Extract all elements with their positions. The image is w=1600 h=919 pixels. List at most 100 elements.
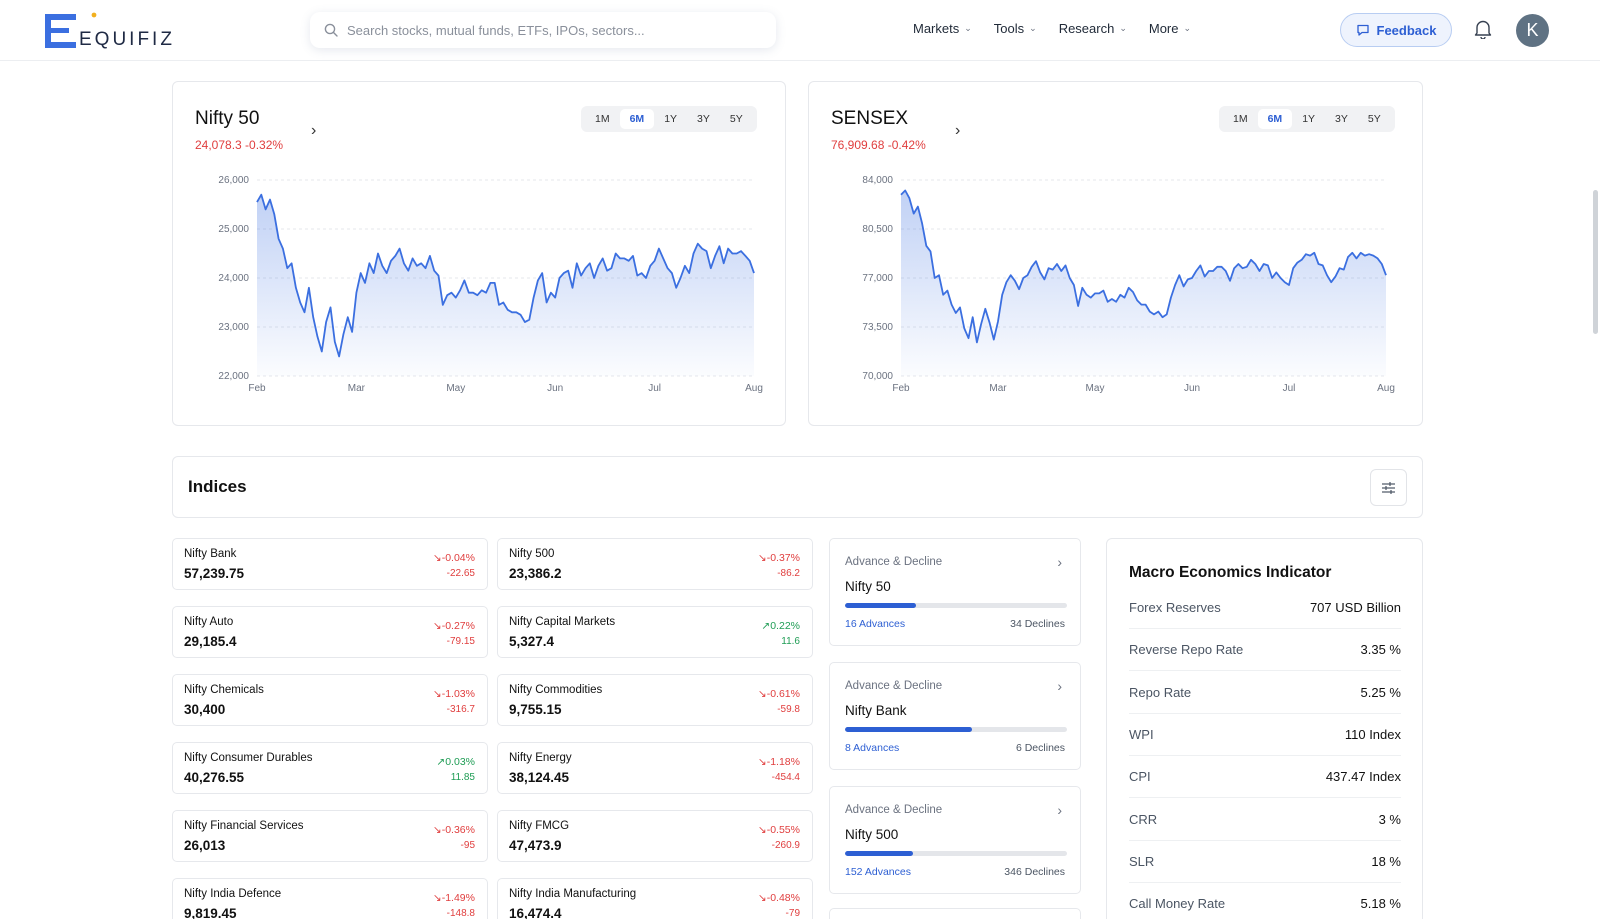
- macro-row: WPI 110 Index: [1129, 714, 1401, 756]
- index-tile[interactable]: Nifty Auto 29,185.4 ↘-0.27% -79.15: [172, 606, 488, 658]
- index-abs-change: -148.8: [446, 908, 475, 919]
- x-tick-label: May: [446, 383, 465, 394]
- percent-text: -0.27%: [441, 620, 475, 632]
- advance-decline-card-partial[interactable]: [829, 908, 1081, 919]
- timeframe-1m[interactable]: 1M: [1233, 113, 1248, 125]
- index-tile[interactable]: Nifty Chemicals 30,400 ↘-1.03% -316.7: [172, 674, 488, 726]
- timeframe-5y[interactable]: 5Y: [1367, 113, 1381, 125]
- macro-key: WPI: [1129, 726, 1154, 742]
- nav-tools[interactable]: Tools ⌄: [994, 21, 1037, 36]
- macro-row: Reverse Repo Rate 3.35 %: [1129, 629, 1401, 672]
- x-tick-label: May: [1086, 383, 1105, 394]
- macro-row: CRR 3 %: [1129, 799, 1401, 841]
- index-tile[interactable]: Nifty Capital Markets 5,327.4 ↗0.22% 11.6: [497, 606, 813, 658]
- timeframe-1y[interactable]: 1Y: [664, 113, 678, 125]
- timeframe-3y[interactable]: 3Y: [697, 113, 710, 125]
- index-tile[interactable]: Nifty Bank 57,239.75 ↘-0.04% -22.65: [172, 538, 488, 590]
- index-value: 9,819.45: [184, 906, 237, 919]
- timeframe-5y[interactable]: 5Y: [729, 113, 743, 125]
- index-name: Nifty India Defence: [184, 888, 282, 900]
- timeframe-1y[interactable]: 1Y: [1302, 113, 1316, 125]
- x-tick-label: Mar: [348, 383, 366, 394]
- nav-label: Markets: [913, 21, 960, 36]
- ad-label: Advance & Decline: [845, 804, 943, 816]
- percent-text: 0.22%: [770, 620, 800, 632]
- macro-row: Repo Rate 5.25 %: [1129, 672, 1401, 714]
- index-tile[interactable]: Nifty 500 23,386.2 ↘-0.37% -86.2: [497, 538, 813, 590]
- user-avatar[interactable]: K: [1516, 14, 1549, 47]
- timeframe-6m[interactable]: 6M: [1257, 109, 1293, 129]
- nifty50-chart-card: Nifty 50 24,078.3 -0.32% › 1M 6M 1Y 3Y 5…: [172, 81, 786, 426]
- index-name: Nifty Commodities: [509, 684, 603, 696]
- index-percent-change: ↘-0.61%: [758, 688, 800, 700]
- chart-title: SENSEX: [831, 108, 909, 129]
- chevron-down-icon: ⌄: [1029, 23, 1037, 33]
- index-percent-change: ↗0.03%: [436, 756, 475, 768]
- index-tile[interactable]: Nifty India Defence 9,819.45 ↘-1.49% -148.8: [172, 878, 488, 919]
- equifiz-logo[interactable]: EQUIFIZ: [45, 12, 185, 52]
- macro-row: Forex Reserves 707 USD Billion: [1129, 587, 1401, 629]
- macro-row: SLR 18 %: [1129, 841, 1401, 883]
- trend-down-icon: ↘: [432, 824, 442, 836]
- trend-down-icon: ↘: [432, 892, 442, 904]
- ad-progress-track: [845, 727, 1067, 732]
- index-value: 26,013: [184, 838, 226, 853]
- main-nav: Markets ⌄ Tools ⌄ Research ⌄ More ⌄: [913, 21, 1213, 36]
- index-tile[interactable]: Nifty Financial Services 26,013 ↘-0.36% -95: [172, 810, 488, 862]
- advance-decline-card[interactable]: Advance & Decline › Nifty 50 16 Advances 34 …: [829, 538, 1081, 646]
- index-tile[interactable]: Nifty Energy 38,124.45 ↘-1.18% -454.4: [497, 742, 813, 794]
- index-tile[interactable]: Nifty India Manufacturing 16,474.4 ↘-0.48%…: [497, 878, 813, 919]
- index-tile[interactable]: Nifty Consumer Durables 40,276.55 ↗0.03% 11…: [172, 742, 488, 794]
- index-abs-change: 11.85: [450, 772, 475, 783]
- index-value: 30,400: [184, 702, 226, 717]
- feedback-label: Feedback: [1376, 22, 1437, 38]
- y-tick-label: 80,500: [862, 224, 893, 235]
- macro-key: CRR: [1129, 811, 1158, 827]
- index-value: 16,474.4: [509, 906, 562, 919]
- y-tick-label: 77,000: [862, 273, 893, 284]
- index-percent-change: ↘-1.18%: [758, 756, 800, 768]
- y-tick-label: 26,000: [218, 175, 249, 186]
- index-tile[interactable]: Nifty Commodities 9,755.15 ↘-0.61% -59.8: [497, 674, 813, 726]
- top-navbar: EQUIFIZ Search stocks, mutual funds, ETF…: [0, 0, 1600, 61]
- macro-row: Call Money Rate 5.18 %: [1129, 883, 1401, 919]
- macro-key: Reverse Repo Rate: [1129, 642, 1244, 658]
- nav-label: Research: [1058, 21, 1115, 36]
- search-placeholder: Search stocks, mutual funds, ETFs, IPOs,…: [347, 22, 645, 38]
- search-icon: [324, 23, 338, 37]
- x-tick-label: Jun: [1184, 383, 1200, 394]
- search-input[interactable]: Search stocks, mutual funds, ETFs, IPOs,…: [310, 12, 776, 48]
- page-scrollbar[interactable]: [1593, 190, 1598, 334]
- index-value: 5,327.4: [509, 634, 555, 649]
- index-value: 57,239.75: [184, 566, 245, 581]
- ad-progress-fill: [845, 851, 913, 856]
- logo-text: EQUIFIZ: [79, 29, 175, 50]
- index-abs-change: -59.8: [777, 704, 800, 715]
- timeframe-selector: 1M 6M 1Y 3Y 5Y: [1219, 106, 1395, 132]
- timeframe-1m[interactable]: 1M: [595, 113, 610, 125]
- feedback-button[interactable]: Feedback: [1340, 13, 1452, 47]
- chevron-right-icon[interactable]: ›: [311, 122, 317, 139]
- nav-markets[interactable]: Markets ⌄: [913, 21, 972, 36]
- trend-down-icon: ↘: [432, 688, 442, 700]
- filter-button[interactable]: [1370, 469, 1407, 506]
- nav-more[interactable]: More ⌄: [1149, 21, 1191, 36]
- indices-title: Indices: [188, 477, 247, 496]
- ad-declines: 346 Declines: [1004, 866, 1065, 878]
- notification-bell-icon[interactable]: [1474, 19, 1492, 44]
- chevron-right-icon[interactable]: ›: [955, 122, 961, 139]
- index-percent-change: ↘-0.36%: [433, 824, 475, 836]
- index-tile[interactable]: Nifty FMCG 47,473.9 ↘-0.55% -260.9: [497, 810, 813, 862]
- nav-research[interactable]: Research ⌄: [1059, 21, 1127, 36]
- trend-down-icon: ↘: [432, 620, 442, 632]
- advance-decline-card[interactable]: Advance & Decline › Nifty Bank 8 Advances 6 …: [829, 662, 1081, 770]
- timeframe-3y[interactable]: 3Y: [1335, 113, 1348, 125]
- advance-decline-card[interactable]: Advance & Decline › Nifty 500 152 Advances 3…: [829, 786, 1081, 894]
- x-tick-label: Feb: [892, 383, 910, 394]
- ad-label: Advance & Decline: [845, 556, 943, 568]
- macro-value: 5.18 %: [1360, 896, 1401, 912]
- index-name: Nifty 500: [509, 548, 555, 560]
- x-tick-label: Aug: [745, 383, 763, 394]
- timeframe-6m[interactable]: 6M: [619, 109, 655, 129]
